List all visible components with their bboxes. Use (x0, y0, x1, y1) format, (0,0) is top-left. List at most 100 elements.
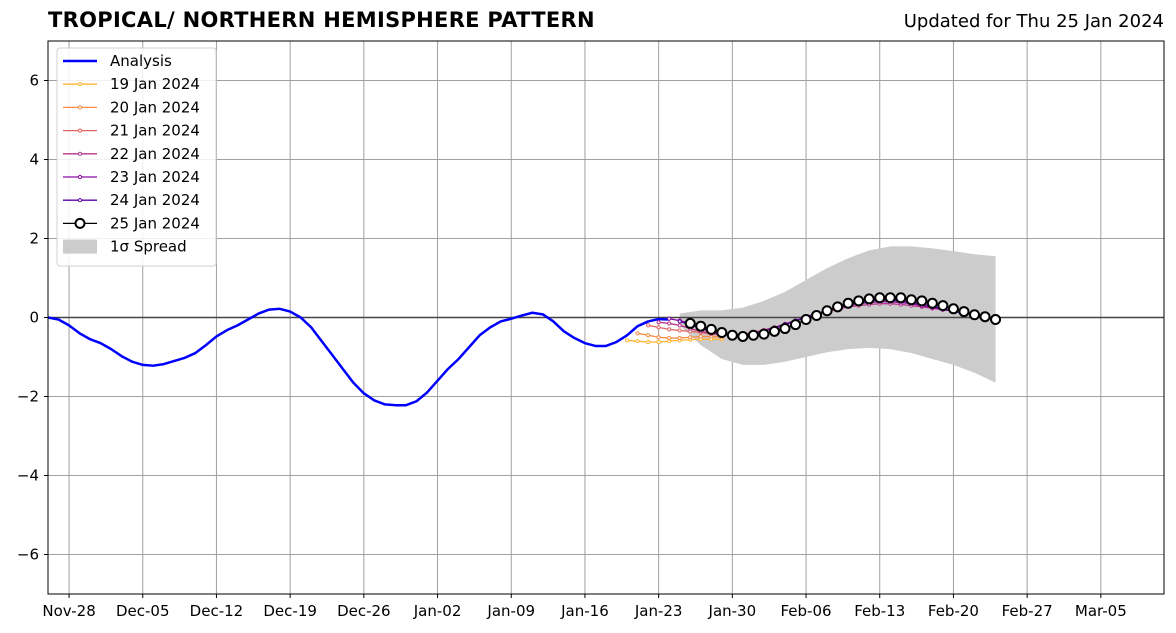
data-point (667, 335, 672, 341)
legend-label: 21 Jan 2024 (110, 122, 200, 140)
data-point (698, 334, 703, 339)
data-point (624, 338, 630, 343)
data-point (768, 325, 780, 337)
x-tick-label: Dec-19 (263, 602, 317, 620)
data-point (990, 313, 1002, 325)
legend-marker (77, 174, 83, 180)
x-tick-label: Feb-13 (854, 602, 905, 620)
data-point (926, 297, 938, 309)
data-point (779, 323, 791, 335)
chart-title: TROPICAL/ NORTHERN HEMISPHERE PATTERN (48, 8, 595, 32)
x-tick-label: Nov-28 (42, 602, 95, 620)
data-point (947, 303, 959, 315)
data-point (747, 329, 759, 341)
data-point (811, 310, 823, 322)
data-point (737, 330, 749, 342)
axis-ticks: Nov-28 Dec-05 Dec-12 Dec-19 Dec-26 Jan-02 Jan-… (17, 72, 1127, 621)
series-forecast (684, 292, 1002, 342)
series-layer (47, 292, 1002, 407)
x-tick-label: Jan-23 (634, 602, 683, 620)
data-point (656, 335, 661, 340)
data-point (646, 333, 651, 338)
x-tick-label: Dec-12 (190, 602, 244, 620)
x-tick-label: Dec-05 (116, 602, 170, 620)
data-point (726, 329, 738, 341)
data-point (968, 309, 980, 321)
x-tick-label: Jan-09 (486, 602, 535, 620)
data-point (635, 331, 640, 336)
series-line (627, 338, 722, 343)
data-point (677, 319, 682, 324)
data-point (667, 327, 672, 332)
data-point (705, 323, 717, 335)
legend-item: 21 Jan 2024 (63, 122, 200, 140)
legend-marker (77, 128, 83, 133)
data-point (800, 313, 812, 325)
x-tick-label: Jan-30 (708, 602, 757, 620)
data-point (937, 300, 949, 312)
data-point (832, 301, 844, 313)
data-point (979, 311, 991, 323)
x-tick-label: Jan-16 (560, 602, 609, 620)
legend-item: 22 Jan 2024 (63, 145, 200, 163)
legend-box (56, 47, 217, 267)
legend-marker (74, 217, 86, 229)
data-point (635, 339, 640, 344)
y-tick-label: 6 (29, 72, 39, 90)
data-point (656, 320, 661, 325)
data-point (863, 293, 875, 305)
y-tick-label: 2 (29, 230, 39, 248)
data-point (842, 297, 854, 309)
x-tick-label: Jan-02 (413, 602, 462, 620)
data-point (656, 325, 661, 330)
legend-marker (77, 198, 83, 203)
data-point (646, 323, 651, 328)
data-point (677, 335, 682, 341)
data-point (667, 321, 672, 326)
legend-item: 25 Jan 2024 (63, 214, 200, 232)
legend-marker (77, 105, 83, 110)
data-point (667, 316, 672, 321)
x-tick-label: Dec-26 (337, 602, 391, 620)
legend-label: 24 Jan 2024 (110, 191, 200, 209)
data-point (716, 327, 728, 339)
data-point (758, 328, 770, 340)
x-tick-label: Feb-06 (781, 602, 832, 620)
series-line (47, 307, 670, 407)
data-point (916, 295, 928, 307)
data-point (790, 319, 802, 331)
legend-label: 20 Jan 2024 (110, 98, 200, 116)
data-point (695, 320, 707, 332)
legend-marker (77, 82, 83, 87)
data-point (884, 292, 896, 304)
spread-layer (679, 246, 996, 383)
legend: Analysis 19 Jan 2024 20 Jan 2024 21 Jan 202… (56, 47, 217, 267)
legend-marker (77, 151, 83, 156)
data-point (688, 335, 693, 340)
series-forecast (624, 337, 724, 345)
data-point (853, 295, 865, 307)
legend-label: 1σ Spread (110, 238, 187, 256)
series-analysis (47, 307, 670, 407)
legend-item: 20 Jan 2024 (63, 98, 200, 116)
y-tick-label: 4 (29, 151, 39, 169)
legend-label: 19 Jan 2024 (110, 75, 200, 93)
x-tick-label: Mar-05 (1075, 602, 1127, 620)
legend-item: 1σ Spread (63, 238, 187, 256)
data-point (677, 323, 682, 328)
y-tick-label: 0 (29, 309, 39, 327)
data-point (905, 294, 917, 306)
data-point (677, 328, 682, 333)
legend-label: 22 Jan 2024 (110, 145, 200, 163)
legend-label: Analysis (110, 52, 172, 70)
updated-date: Updated for Thu 25 Jan 2024 (903, 11, 1164, 32)
data-point (821, 305, 833, 317)
data-point (656, 339, 661, 345)
legend-item: 19 Jan 2024 (63, 75, 200, 93)
y-tick-label: −4 (17, 467, 39, 485)
data-point (646, 339, 651, 345)
y-tick-label: −6 (17, 546, 39, 564)
x-tick-label: Feb-27 (1002, 602, 1053, 620)
data-point (684, 317, 696, 329)
